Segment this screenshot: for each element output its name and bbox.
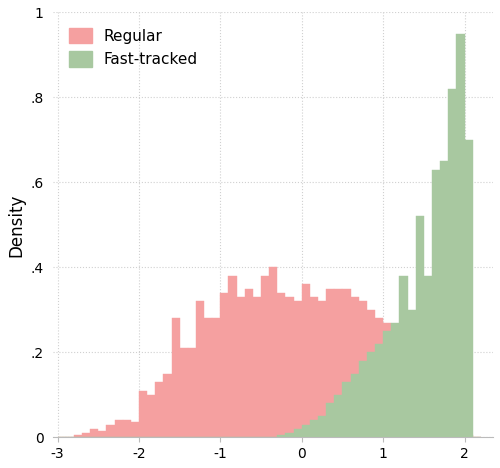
- Bar: [220, 293, 228, 437]
- Bar: [294, 301, 302, 437]
- Bar: [448, 429, 456, 437]
- Bar: [236, 297, 245, 437]
- Bar: [82, 433, 90, 437]
- Bar: [294, 429, 302, 437]
- Bar: [367, 352, 375, 437]
- Bar: [131, 423, 139, 437]
- Bar: [400, 340, 407, 437]
- Bar: [350, 297, 358, 437]
- Bar: [367, 310, 375, 437]
- Bar: [408, 310, 416, 437]
- Bar: [269, 267, 278, 437]
- Bar: [416, 216, 424, 437]
- Bar: [261, 276, 269, 437]
- Bar: [318, 301, 326, 437]
- Bar: [408, 352, 416, 437]
- Bar: [358, 301, 367, 437]
- Bar: [188, 348, 196, 437]
- Bar: [358, 361, 367, 437]
- Bar: [424, 276, 432, 437]
- Bar: [400, 276, 407, 437]
- Bar: [456, 433, 464, 437]
- Bar: [90, 429, 98, 437]
- Bar: [464, 435, 472, 437]
- Bar: [448, 89, 456, 437]
- Bar: [228, 276, 236, 437]
- Bar: [375, 318, 383, 437]
- Bar: [278, 293, 285, 437]
- Bar: [286, 297, 294, 437]
- Bar: [326, 403, 334, 437]
- Bar: [326, 289, 334, 437]
- Bar: [302, 424, 310, 437]
- Bar: [302, 285, 310, 437]
- Bar: [106, 424, 114, 437]
- Bar: [74, 435, 82, 437]
- Bar: [416, 373, 424, 437]
- Bar: [334, 289, 342, 437]
- Bar: [342, 289, 350, 437]
- Bar: [432, 170, 440, 437]
- Bar: [147, 395, 155, 437]
- Bar: [383, 331, 392, 437]
- Bar: [245, 289, 253, 437]
- Bar: [392, 322, 400, 437]
- Bar: [172, 318, 179, 437]
- Bar: [375, 344, 383, 437]
- Bar: [350, 373, 358, 437]
- Y-axis label: Density: Density: [7, 193, 25, 256]
- Bar: [114, 420, 122, 437]
- Bar: [464, 140, 472, 437]
- Bar: [440, 161, 448, 437]
- Bar: [164, 373, 172, 437]
- Bar: [432, 408, 440, 437]
- Bar: [286, 433, 294, 437]
- Bar: [122, 420, 131, 437]
- Bar: [383, 322, 392, 437]
- Bar: [440, 416, 448, 437]
- Bar: [253, 297, 261, 437]
- Bar: [204, 318, 212, 437]
- Bar: [318, 416, 326, 437]
- Bar: [98, 431, 106, 437]
- Bar: [212, 318, 220, 437]
- Bar: [310, 297, 318, 437]
- Bar: [310, 420, 318, 437]
- Bar: [342, 382, 350, 437]
- Legend: Regular, Fast-tracked: Regular, Fast-tracked: [61, 20, 206, 75]
- Bar: [180, 348, 188, 437]
- Bar: [392, 327, 400, 437]
- Bar: [196, 301, 204, 437]
- Bar: [334, 395, 342, 437]
- Bar: [155, 382, 164, 437]
- Bar: [139, 391, 147, 437]
- Bar: [278, 435, 285, 437]
- Bar: [456, 34, 464, 437]
- Bar: [424, 395, 432, 437]
